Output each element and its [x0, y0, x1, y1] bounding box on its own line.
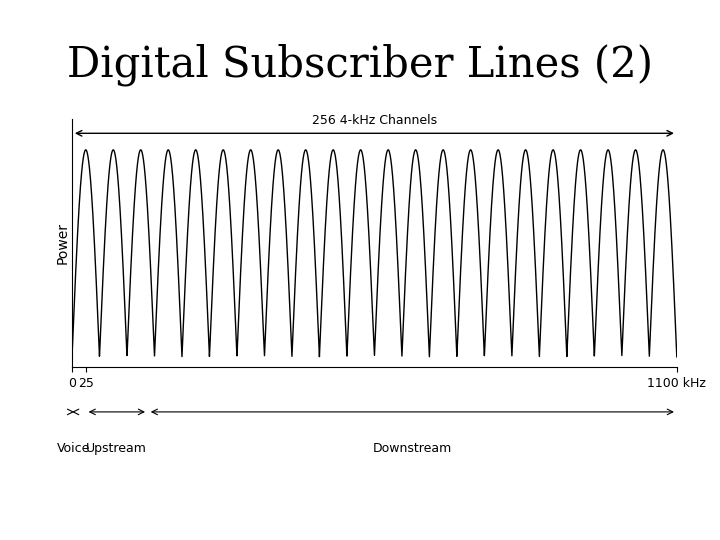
Text: Digital Subscriber Lines (2): Digital Subscriber Lines (2) — [67, 44, 653, 86]
Text: 256 4-kHz Channels: 256 4-kHz Channels — [312, 114, 437, 127]
Text: Downstream: Downstream — [373, 442, 452, 455]
Text: Voice: Voice — [56, 442, 90, 455]
Y-axis label: Power: Power — [55, 222, 69, 264]
Text: Upstream: Upstream — [86, 442, 148, 455]
